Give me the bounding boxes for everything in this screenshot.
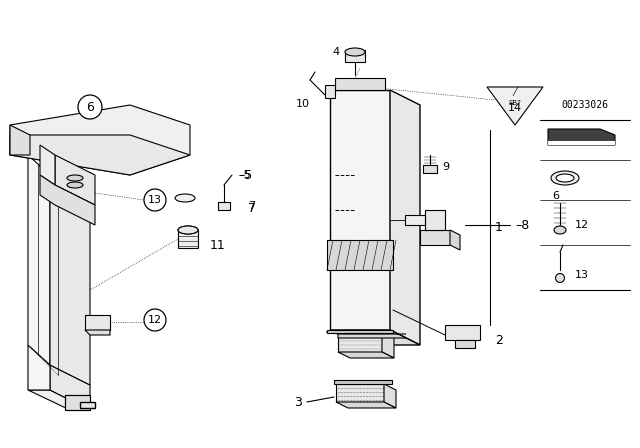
Text: 6: 6	[552, 191, 559, 201]
Ellipse shape	[556, 174, 574, 182]
Polygon shape	[336, 402, 396, 408]
Polygon shape	[487, 87, 543, 125]
Polygon shape	[335, 78, 385, 90]
Polygon shape	[330, 90, 390, 330]
Polygon shape	[40, 145, 55, 185]
Polygon shape	[178, 230, 198, 248]
Text: 12: 12	[575, 220, 589, 230]
Text: 13: 13	[148, 195, 162, 205]
Polygon shape	[326, 332, 406, 338]
Polygon shape	[325, 85, 335, 98]
Text: 12: 12	[148, 315, 162, 325]
Ellipse shape	[67, 175, 83, 181]
Text: –5: –5	[238, 168, 252, 181]
Circle shape	[144, 309, 166, 331]
Polygon shape	[390, 90, 420, 345]
Text: 7: 7	[248, 202, 256, 215]
Text: 10: 10	[296, 99, 310, 109]
Polygon shape	[384, 384, 396, 408]
Polygon shape	[548, 129, 615, 145]
Text: 11: 11	[210, 238, 226, 251]
Polygon shape	[445, 325, 480, 340]
Ellipse shape	[556, 273, 564, 283]
Polygon shape	[28, 345, 50, 390]
Polygon shape	[50, 365, 90, 410]
Polygon shape	[40, 175, 95, 225]
Text: –5: –5	[238, 170, 251, 180]
Text: 1: 1	[495, 220, 503, 233]
Text: 7: 7	[248, 201, 255, 211]
Polygon shape	[50, 175, 90, 385]
Text: 3: 3	[294, 396, 302, 409]
Polygon shape	[455, 340, 475, 348]
Circle shape	[78, 95, 102, 119]
Text: 14: 14	[508, 103, 522, 113]
Text: ╱: ╱	[513, 86, 518, 96]
Polygon shape	[450, 230, 460, 250]
Polygon shape	[330, 330, 420, 345]
Polygon shape	[10, 105, 190, 175]
Text: –8: –8	[515, 219, 529, 232]
Polygon shape	[338, 352, 394, 358]
Text: 6: 6	[86, 100, 94, 113]
Ellipse shape	[175, 194, 195, 202]
Polygon shape	[425, 210, 445, 230]
Polygon shape	[85, 330, 110, 335]
Ellipse shape	[178, 226, 198, 234]
Polygon shape	[327, 240, 393, 270]
Polygon shape	[65, 395, 90, 410]
Polygon shape	[10, 125, 30, 155]
Polygon shape	[405, 215, 425, 225]
Polygon shape	[218, 202, 230, 210]
Polygon shape	[28, 390, 90, 410]
Polygon shape	[80, 402, 95, 408]
Text: 13: 13	[575, 270, 589, 280]
Ellipse shape	[67, 182, 83, 188]
Ellipse shape	[178, 226, 198, 234]
Polygon shape	[338, 330, 382, 352]
Polygon shape	[334, 380, 392, 384]
Ellipse shape	[551, 171, 579, 185]
Polygon shape	[548, 141, 615, 145]
Ellipse shape	[554, 226, 566, 234]
Polygon shape	[420, 230, 450, 245]
Text: 2: 2	[495, 333, 503, 346]
Polygon shape	[28, 155, 50, 365]
Polygon shape	[10, 135, 190, 175]
Polygon shape	[423, 165, 437, 173]
Text: 4: 4	[333, 47, 340, 57]
Polygon shape	[382, 330, 394, 358]
Text: SB?: SB?	[509, 100, 522, 106]
Text: 9: 9	[442, 162, 449, 172]
Polygon shape	[336, 384, 384, 402]
Polygon shape	[327, 330, 393, 333]
Circle shape	[144, 189, 166, 211]
Polygon shape	[55, 155, 95, 205]
Polygon shape	[345, 50, 365, 62]
Ellipse shape	[345, 48, 365, 56]
Polygon shape	[85, 315, 110, 330]
Text: 00233026: 00233026	[561, 100, 609, 110]
